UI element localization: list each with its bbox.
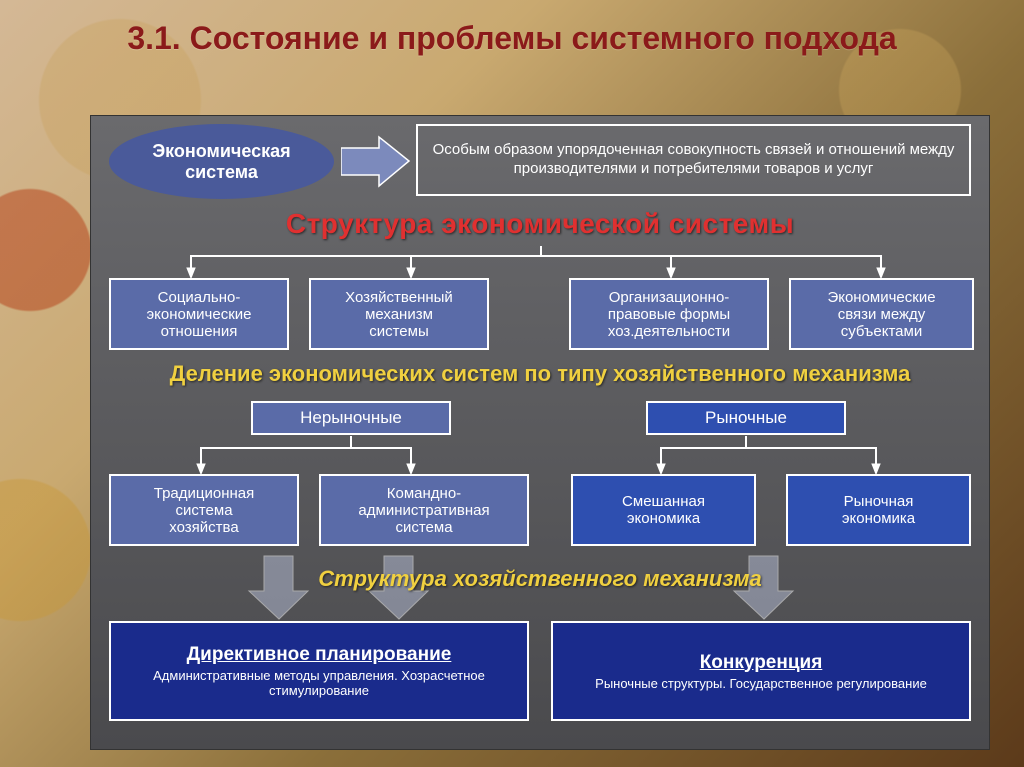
box-directive-planning: Директивное планирование Административны… — [109, 621, 529, 721]
heading-structure: Структура экономической системы — [91, 208, 989, 240]
definition-box: Особым образом упорядоченная совокупност… — [416, 124, 971, 196]
box-competition: Конкуренция Рыночные структуры. Государс… — [551, 621, 971, 721]
box-mixed-economy: Смешанная экономика — [571, 474, 756, 546]
big-arrow-icon — [341, 134, 411, 189]
box-non-market: Нерыночные — [251, 401, 451, 435]
heading-division: Деление экономических систем по типу хоз… — [91, 361, 989, 387]
competition-title: Конкуренция — [700, 652, 823, 674]
page-title: 3.1. Состояние и проблемы системного под… — [0, 0, 1024, 67]
directive-title: Директивное планирование — [187, 644, 452, 666]
competition-sub: Рыночные структуры. Государственное регу… — [595, 676, 927, 691]
box-mechanism: Хозяйственный механизм системы — [309, 278, 489, 350]
box-command-admin: Командно- административная система — [319, 474, 529, 546]
box-econ-links: Экономические связи между субъектами — [789, 278, 974, 350]
ellipse-line2: система — [185, 162, 258, 182]
diagram-panel: Экономическая система Особым образом упо… — [90, 115, 990, 750]
box-social-econ: Социально- экономические отношения — [109, 278, 289, 350]
box-market-economy: Рыночная экономика — [786, 474, 971, 546]
box-org-legal: Организационно- правовые формы хоз.деяте… — [569, 278, 769, 350]
ellipse-economic-system: Экономическая система — [109, 124, 334, 199]
directive-sub: Административные методы управления. Хозр… — [117, 668, 521, 698]
heading-mechanism-structure: Структура хозяйственного механизма — [91, 566, 989, 592]
ellipse-line1: Экономическая — [152, 141, 290, 161]
box-traditional: Традиционная система хозяйства — [109, 474, 299, 546]
definition-text: Особым образом упорядоченная совокупност… — [424, 141, 963, 179]
box-market: Рыночные — [646, 401, 846, 435]
